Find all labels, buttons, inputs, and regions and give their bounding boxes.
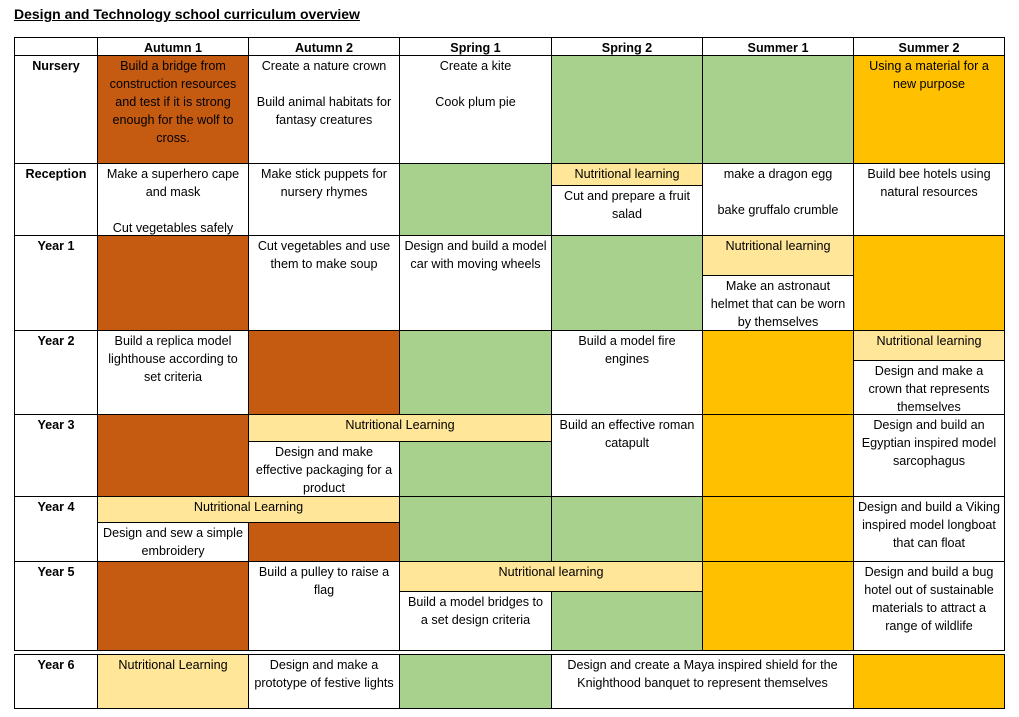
year-1-summer-2-cell bbox=[853, 235, 1005, 331]
year-6-autumn-1-cell: Nutritional Learning bbox=[97, 654, 249, 709]
nursery-summer-2-cell: Using a material for a new purpose bbox=[853, 55, 1005, 164]
header-summer-1: Summer 1 bbox=[702, 37, 854, 56]
year-1-autumn-2-cell: Cut vegetables and use them to make soup bbox=[248, 235, 400, 331]
row-label-year-4: Year 4 bbox=[14, 496, 98, 562]
year-5-summer-2-cell: Design and build a bug hotel out of sust… bbox=[853, 561, 1005, 651]
year-3-nutritional-banner: Nutritional Learning bbox=[248, 414, 552, 442]
header-summer-2: Summer 2 bbox=[853, 37, 1005, 56]
year-2-spring-1-cell bbox=[399, 330, 552, 415]
row-label-nursery: Nursery bbox=[14, 55, 98, 164]
reception-spring-2-banner: Nutritional learning bbox=[551, 163, 703, 186]
year-2-autumn-1-cell: Build a replica model lighthouse accordi… bbox=[97, 330, 249, 415]
nursery-autumn-2-activity-2: Build animal habitats for fantasy creatu… bbox=[256, 95, 392, 127]
year-1-spring-2-cell bbox=[551, 235, 703, 331]
header-blank-cell bbox=[14, 37, 98, 56]
row-label-reception: Reception bbox=[14, 163, 98, 236]
nursery-autumn-1-cell: Build a bridge from construction resourc… bbox=[97, 55, 249, 164]
nursery-spring-1-activity-1: Create a kite bbox=[439, 59, 512, 73]
reception-summer-1-activity-2: bake gruffalo crumble bbox=[717, 203, 839, 217]
reception-autumn-1-activity-2: Cut vegetables safely bbox=[112, 221, 234, 235]
header-autumn-2: Autumn 2 bbox=[248, 37, 400, 56]
reception-spring-2-cell: Cut and prepare a fruit salad bbox=[551, 185, 703, 236]
year-6-spring-1-cell bbox=[399, 654, 552, 709]
nursery-spring-1-cell: Create a kite Cook plum pie bbox=[399, 55, 552, 164]
reception-spring-1-cell bbox=[399, 163, 552, 236]
year-5-autumn-2-cell: Build a pulley to raise a flag bbox=[248, 561, 400, 651]
reception-autumn-1-cell: Make a superhero cape and mask Cut veget… bbox=[97, 163, 249, 236]
header-spring-1: Spring 1 bbox=[399, 37, 552, 56]
year-5-nutritional-banner: Nutritional learning bbox=[399, 561, 703, 592]
reception-autumn-2-cell: Make stick puppets for nursery rhymes bbox=[248, 163, 400, 236]
row-label-year-6: Year 6 bbox=[14, 654, 98, 709]
nursery-autumn-2-cell: Create a nature crown Build animal habit… bbox=[248, 55, 400, 164]
row-label-year-5: Year 5 bbox=[14, 561, 98, 651]
year-4-summer-2-cell: Design and build a Viking inspired model… bbox=[853, 496, 1005, 562]
reception-summer-1-activity-1: make a dragon egg bbox=[723, 167, 833, 181]
header-autumn-1: Autumn 1 bbox=[97, 37, 249, 56]
year-5-summer-1-cell bbox=[702, 561, 854, 651]
year-3-spring-1-cell bbox=[399, 441, 552, 497]
year-4-summer-1-cell bbox=[702, 496, 854, 562]
year-3-autumn-2-cell: Design and make effective packaging for … bbox=[248, 441, 400, 497]
nursery-summer-1-cell bbox=[702, 55, 854, 164]
year-5-spring-1-cell: Build a model bridges to a set design cr… bbox=[399, 591, 552, 651]
year-2-summer-2-banner: Nutritional learning bbox=[853, 330, 1005, 361]
year-4-autumn-1-cell: Design and sew a simple embroidery bbox=[97, 522, 249, 562]
year-2-spring-2-cell: Build a model fire engines bbox=[551, 330, 703, 415]
year-3-summer-1-cell bbox=[702, 414, 854, 497]
nursery-autumn-2-activity-1: Create a nature crown bbox=[261, 59, 387, 73]
year-1-summer-1-cell: Make an astronaut helmet that can be wor… bbox=[702, 275, 854, 331]
year-4-spring-2-cell bbox=[551, 496, 703, 562]
year-5-autumn-1-cell bbox=[97, 561, 249, 651]
year-2-summer-1-cell bbox=[702, 330, 854, 415]
page-title: Design and Technology school curriculum … bbox=[14, 6, 360, 22]
year-1-spring-1-cell: Design and build a model car with moving… bbox=[399, 235, 552, 331]
year-3-spring-2-cell: Build an effective roman catapult bbox=[551, 414, 703, 497]
year-1-summer-1-banner: Nutritional learning bbox=[702, 235, 854, 276]
reception-summer-2-cell: Build bee hotels using natural resources bbox=[853, 163, 1005, 236]
reception-autumn-1-activity-1: Make a superhero cape and mask bbox=[106, 167, 240, 199]
year-4-autumn-2-cell bbox=[248, 522, 400, 562]
reception-summer-1-cell: make a dragon egg bake gruffalo crumble bbox=[702, 163, 854, 236]
year-2-autumn-2-cell bbox=[248, 330, 400, 415]
year-6-autumn-2-cell: Design and make a prototype of festive l… bbox=[248, 654, 400, 709]
year-1-autumn-1-cell bbox=[97, 235, 249, 331]
nursery-spring-1-activity-2: Cook plum pie bbox=[435, 95, 516, 109]
row-label-year-1: Year 1 bbox=[14, 235, 98, 331]
year-2-summer-2-cell: Design and make a crown that represents … bbox=[853, 360, 1005, 415]
year-6-spring-2-summer-1-cell: Design and create a Maya inspired shield… bbox=[551, 654, 854, 709]
year-4-spring-1-cell bbox=[399, 496, 552, 562]
year-3-summer-2-cell: Design and build an Egyptian inspired mo… bbox=[853, 414, 1005, 497]
year-5-spring-2-cell bbox=[551, 591, 703, 651]
row-label-year-2: Year 2 bbox=[14, 330, 98, 415]
year-4-nutritional-banner: Nutritional Learning bbox=[97, 496, 400, 523]
year-3-autumn-1-cell bbox=[97, 414, 249, 497]
header-spring-2: Spring 2 bbox=[551, 37, 703, 56]
row-label-year-3: Year 3 bbox=[14, 414, 98, 497]
nursery-spring-2-cell bbox=[551, 55, 703, 164]
year-6-summer-2-cell bbox=[853, 654, 1005, 709]
